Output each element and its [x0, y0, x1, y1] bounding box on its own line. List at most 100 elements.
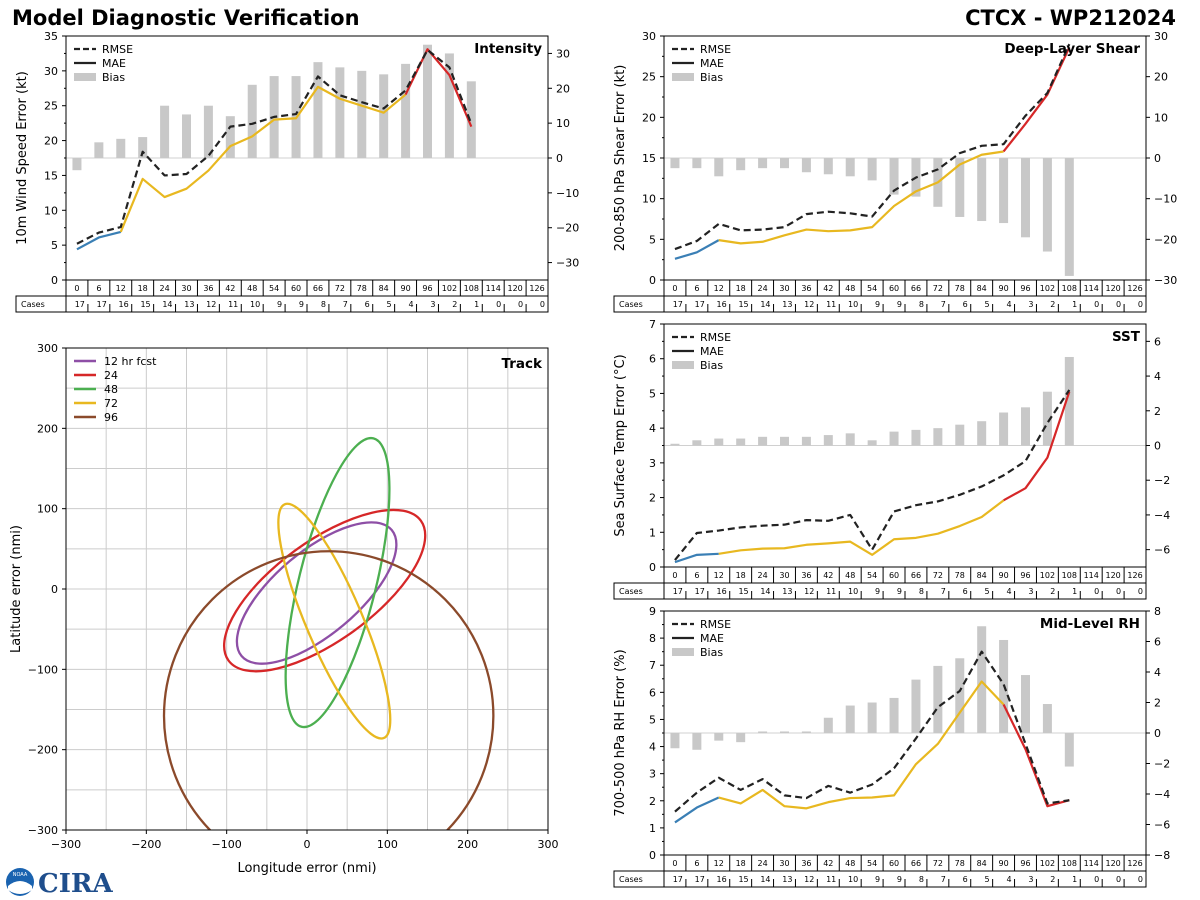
lead-time-label: 12	[714, 284, 724, 293]
case-count: 7	[941, 587, 946, 596]
y2-tick-label: −6	[1154, 544, 1170, 557]
lead-time-label: 78	[955, 571, 965, 580]
y-axis-label: 10m Wind Speed Error (kt)	[15, 71, 30, 245]
lead-time-label: 84	[977, 571, 987, 580]
bias-bar	[977, 421, 987, 446]
y-tick-label: 25	[44, 100, 58, 113]
case-count: 1	[1072, 300, 1077, 309]
cira-logo-text: CIRA	[38, 869, 113, 899]
lead-time-label: 0	[672, 571, 677, 580]
bias-bar	[1021, 407, 1030, 446]
mae-line-early	[674, 239, 720, 260]
case-count: 15	[140, 300, 150, 309]
x-tick-label: 300	[538, 838, 559, 851]
case-count: 7	[941, 300, 946, 309]
y2-tick-label: −10	[556, 187, 579, 200]
case-count: 4	[1006, 875, 1011, 884]
mae-line-late	[1002, 704, 1070, 808]
y-tick-label: 4	[649, 422, 656, 435]
y2-tick-label: −8	[1154, 849, 1170, 862]
bias-bar	[999, 158, 1009, 224]
lead-time-label: 60	[889, 859, 899, 868]
bias-bar	[889, 431, 899, 446]
lead-time-label: 0	[672, 284, 677, 293]
lead-time-label: 102	[1040, 859, 1055, 868]
bias-bar	[247, 84, 257, 158]
y-tick-label: 200	[37, 422, 58, 435]
bias-bar	[867, 702, 877, 733]
page-title: Model Diagnostic Verification	[12, 6, 360, 30]
x-tick-label: −300	[51, 838, 81, 851]
y2-tick-label: 30	[1154, 30, 1168, 43]
x-tick-label: 0	[304, 838, 311, 851]
y-axis-label: Latitude error (nmi)	[9, 525, 24, 653]
bias-bar	[401, 63, 411, 159]
y-tick-label: 8	[649, 632, 656, 645]
y-tick-label: −300	[28, 824, 58, 837]
y-tick-label: 10	[642, 193, 656, 206]
case-count: 10	[250, 300, 260, 309]
y-tick-label: 30	[44, 65, 58, 78]
y2-tick-label: 20	[556, 82, 570, 95]
case-count: 8	[321, 300, 326, 309]
y-tick-label: 300	[37, 342, 58, 355]
case-count: 13	[782, 587, 792, 596]
bias-bar	[845, 158, 855, 177]
lead-time-label: 102	[1040, 284, 1055, 293]
lead-time-label: 102	[1040, 571, 1055, 580]
lead-time-label: 36	[801, 571, 811, 580]
case-count: 9	[897, 300, 902, 309]
case-count: 16	[119, 300, 129, 309]
mae-line-mid	[718, 499, 1005, 556]
y2-tick-label: −6	[1154, 819, 1170, 832]
cases-row	[613, 295, 1147, 313]
lead-time-label: 90	[400, 284, 410, 293]
case-count: 3	[1028, 587, 1033, 596]
bias-bar	[845, 705, 855, 733]
case-count: 14	[760, 300, 770, 309]
lead-time-label: 72	[933, 571, 943, 580]
lead-time-label: 24	[159, 284, 169, 293]
legend-bias-label: Bias	[700, 646, 723, 659]
lead-time-label: 72	[933, 284, 943, 293]
case-count: 6	[963, 875, 968, 884]
case-count: 3	[1028, 875, 1033, 884]
bias-bar	[867, 158, 877, 181]
case-count: 1	[474, 300, 479, 309]
y-tick-label: 9	[649, 605, 656, 618]
case-count: 0	[496, 300, 501, 309]
y2-tick-label: 30	[556, 47, 570, 60]
y-tick-label: 2	[649, 492, 656, 505]
y2-tick-label: −2	[1154, 758, 1170, 771]
case-count: 15	[738, 587, 748, 596]
case-count: 13	[184, 300, 194, 309]
bias-bar	[801, 158, 811, 173]
lead-time-label: 24	[757, 284, 767, 293]
case-count: 4	[408, 300, 413, 309]
cases-label: Cases	[619, 300, 643, 309]
y-tick-label: −100	[28, 663, 58, 676]
case-count: 4	[1006, 587, 1011, 596]
lead-time-label: 66	[911, 571, 921, 580]
lead-time-label: 126	[529, 284, 544, 293]
lead-time-label: 24	[757, 859, 767, 868]
bias-bar	[867, 440, 877, 446]
x-tick-label: 200	[457, 838, 478, 851]
bias-bar	[845, 433, 855, 446]
legend-rmse-label: RMSE	[700, 618, 731, 631]
bias-bar	[780, 731, 789, 733]
lead-time-label: 90	[998, 284, 1008, 293]
case-count: 2	[1050, 875, 1055, 884]
case-count: 0	[1116, 587, 1121, 596]
lead-time-label: 6	[694, 859, 699, 868]
bias-bar	[72, 158, 82, 171]
y2-tick-label: −30	[1154, 274, 1177, 287]
case-count: 4	[1006, 300, 1011, 309]
case-count: 16	[717, 875, 727, 884]
lead-time-label: 36	[203, 284, 213, 293]
case-count: 8	[919, 300, 924, 309]
lead-time-label: 120	[507, 284, 522, 293]
lead-time-label: 96	[1020, 859, 1030, 868]
bias-bar	[823, 158, 833, 175]
bias-bar	[423, 44, 432, 158]
